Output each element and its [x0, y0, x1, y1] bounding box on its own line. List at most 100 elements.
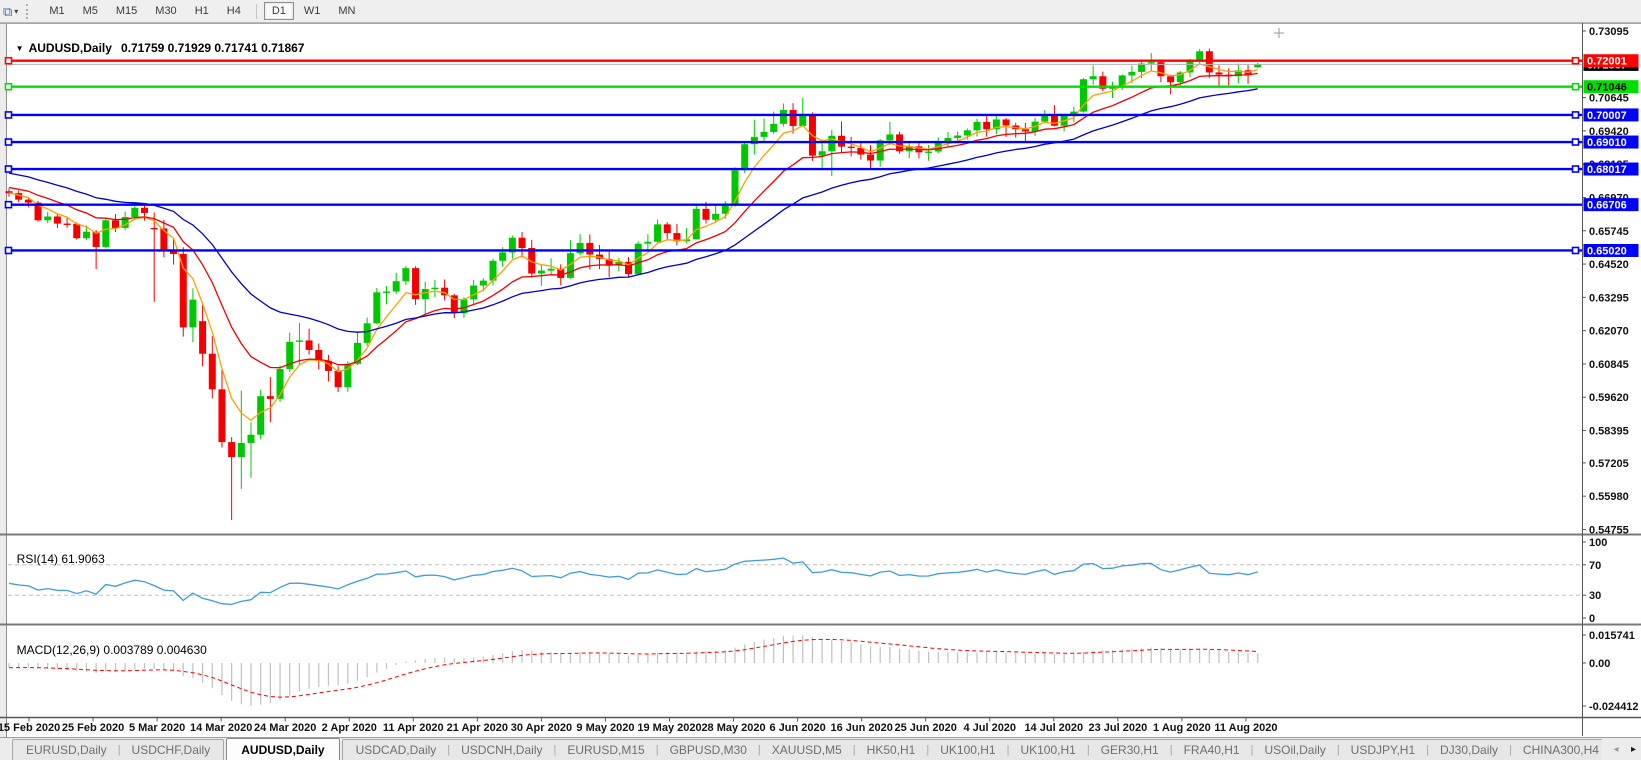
- price-badge: [1583, 108, 1639, 122]
- candle-body: [712, 213, 720, 220]
- toolbar-drag-handle[interactable]: [26, 3, 32, 19]
- chart-tab-usoil,daily[interactable]: USOil,Daily: [1264, 743, 1326, 757]
- chart-tab-gbpusd,m30[interactable]: GBPUSD,M30: [669, 743, 747, 757]
- price-badge: [1583, 198, 1639, 212]
- level-handle-right[interactable]: [1571, 165, 1580, 173]
- chart-tab-usdcnh,daily[interactable]: USDCNH,Daily: [461, 743, 543, 757]
- timeframe-button-h4[interactable]: H4: [219, 2, 249, 20]
- level-handle-right[interactable]: [1571, 246, 1580, 255]
- price-badge-label: 0.70007: [1587, 110, 1627, 122]
- chart-tab-china300,h4[interactable]: CHINA300,H4: [1522, 743, 1599, 757]
- candle-body: [92, 231, 100, 247]
- timeframe-button-m1[interactable]: M1: [41, 2, 72, 20]
- timeframe-button-m30[interactable]: M30: [147, 2, 184, 20]
- candle-body: [721, 205, 729, 214]
- candle-body: [431, 287, 439, 290]
- timeframe-button-m5[interactable]: M5: [75, 2, 106, 20]
- collapse-triangle-icon[interactable]: ▼: [15, 44, 24, 53]
- chart-tab-ger30,h1[interactable]: GER30,H1: [1100, 743, 1159, 757]
- chart-tab-eurusd,daily[interactable]: EURUSD,Daily: [26, 743, 107, 757]
- candle-body: [63, 223, 71, 225]
- candle-body: [82, 231, 90, 239]
- chart-windows-icon[interactable]: ⧉: [3, 3, 13, 19]
- candle-body: [992, 119, 1000, 130]
- candle-body: [1215, 72, 1223, 75]
- chart-tab-usdchf,daily[interactable]: USDCHF,Daily: [131, 743, 211, 757]
- price-badge: [1583, 80, 1639, 94]
- chart-tab-xauusd,m5[interactable]: XAUUSD,M5: [771, 743, 842, 757]
- candle-body: [199, 321, 207, 354]
- timeframe-button-h1[interactable]: H1: [187, 2, 217, 20]
- date-label: 23 Jul 2020: [1088, 722, 1147, 734]
- candle-body: [383, 291, 391, 293]
- rsi-scale-label: 30: [1589, 590, 1601, 602]
- chart-tab-usdjpy,h1[interactable]: USDJPY,H1: [1350, 743, 1416, 757]
- candle-body: [537, 270, 545, 274]
- candle-body: [1041, 114, 1049, 122]
- level-handle-left[interactable]: [4, 138, 13, 146]
- chart-tab-eurusd,m15[interactable]: EURUSD,M15: [567, 743, 645, 757]
- candle-body: [102, 220, 110, 247]
- candle-body: [470, 285, 478, 300]
- level-handle-right[interactable]: [1571, 56, 1580, 65]
- candle-body: [867, 154, 875, 161]
- tab-scroll-right-icon[interactable]: ▸: [1630, 744, 1636, 755]
- chart-tab-uk100,h1[interactable]: UK100,H1: [1020, 743, 1076, 757]
- candle-body: [954, 135, 962, 138]
- candle-body: [692, 208, 700, 240]
- chart-background[interactable]: [7, 23, 1641, 737]
- timeframe-button-w1[interactable]: W1: [296, 2, 329, 20]
- timeframe-button-group: M1 M5 M15 M30 H1 H4 D1 W1 MN: [40, 2, 364, 20]
- tab-separator: |: [1250, 744, 1254, 756]
- candle-body: [179, 254, 187, 328]
- timeframe-button-m15[interactable]: M15: [108, 2, 145, 20]
- candle-body: [847, 146, 855, 149]
- level-handle-right[interactable]: [1571, 82, 1580, 91]
- candle-body: [460, 299, 468, 314]
- level-handle-right[interactable]: [1571, 111, 1580, 119]
- macd-scale-label: 0.015741: [1589, 630, 1635, 642]
- candle-body: [1254, 64, 1262, 68]
- tab-separator: |: [1426, 744, 1430, 756]
- tab-scroll-controls: ◂ ▸: [1605, 739, 1640, 757]
- chart-tab-hk50,h1[interactable]: HK50,H1: [866, 743, 916, 757]
- chart-tab-fra40,h1[interactable]: FRA40,H1: [1183, 743, 1240, 757]
- candle-body: [654, 224, 662, 242]
- candle-body: [121, 217, 129, 228]
- level-handle-left[interactable]: [4, 165, 13, 173]
- chevron-down-icon[interactable]: ▾: [14, 6, 19, 16]
- date-label: 15 Feb 2020: [0, 722, 60, 734]
- candle-body: [412, 268, 420, 300]
- chart-title: ▼ AUDUSD,Daily 0.71759 0.71929 0.71741 0.7…: [9, 27, 305, 55]
- level-handle-left[interactable]: [4, 82, 13, 91]
- date-label: 19 May 2020: [637, 722, 701, 734]
- level-handle-left[interactable]: [4, 246, 13, 255]
- candle-body: [208, 353, 216, 390]
- chart-tab-audusd,daily[interactable]: AUDUSD,Daily: [226, 738, 340, 760]
- candle-body: [286, 341, 294, 369]
- chart-tab-usdcad,daily[interactable]: USDCAD,Daily: [355, 743, 437, 757]
- candle-body: [141, 207, 149, 213]
- candle-body: [799, 115, 807, 126]
- chart-tab-uk100,h1[interactable]: UK100,H1: [940, 743, 996, 757]
- level-handle-left[interactable]: [4, 56, 13, 65]
- macd-signal-line: [8, 638, 1258, 698]
- candle-body: [586, 242, 594, 255]
- price-badge: [1583, 162, 1639, 176]
- chart-canvas[interactable]: 0.730950.706450.694200.681950.669700.657…: [0, 23, 1641, 737]
- level-handle-right[interactable]: [1571, 138, 1580, 146]
- candle-body: [1157, 62, 1165, 77]
- date-label: 14 Mar 2020: [190, 722, 252, 734]
- price-tick-label: 0.60845: [1589, 359, 1629, 371]
- timeframe-button-d1[interactable]: D1: [263, 2, 294, 20]
- price-badge-label: 0.65020: [1587, 245, 1627, 257]
- timeframe-button-mn[interactable]: MN: [330, 2, 363, 20]
- candle-body: [489, 260, 497, 281]
- tab-scroll-left-icon[interactable]: ◂: [1613, 744, 1619, 755]
- chart-tab-dj30,daily[interactable]: DJ30,Daily: [1440, 743, 1499, 757]
- date-label: 25 Feb 2020: [62, 722, 124, 734]
- candle-body: [421, 289, 429, 300]
- tab-separator: |: [655, 744, 659, 756]
- level-handle-left[interactable]: [4, 111, 13, 119]
- level-handle-left[interactable]: [4, 200, 13, 209]
